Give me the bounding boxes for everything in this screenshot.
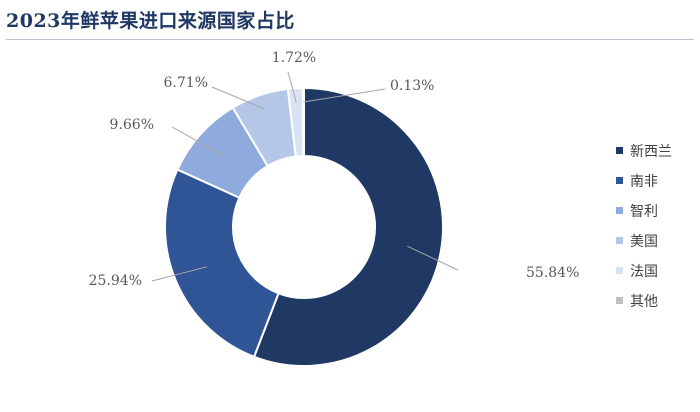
- leader-line-6: [303, 88, 386, 103]
- data-label-5: 1.72%: [272, 50, 316, 66]
- chart-title: 2023年鲜苹果进口来源国家占比: [6, 10, 295, 32]
- legend-label-5: 法国: [630, 264, 658, 280]
- legend-label-4: 美国: [630, 234, 658, 250]
- title-divider: [6, 39, 694, 40]
- data-label-2: 25.94%: [89, 273, 142, 289]
- data-label-4: 6.71%: [164, 75, 208, 91]
- data-label-1: 55.84%: [526, 265, 579, 281]
- legend-swatch-6: [616, 297, 623, 304]
- slice-6: [301, 86, 305, 158]
- data-label-3: 9.66%: [110, 117, 154, 133]
- legend-label-2: 南非: [630, 174, 658, 190]
- leader-line-2: [151, 266, 207, 282]
- legend-swatch-2: [616, 177, 623, 184]
- legend-swatch-4: [616, 237, 623, 244]
- legend-swatch-3: [616, 207, 623, 214]
- leader-line-5: [287, 71, 297, 103]
- slice-1: [252, 86, 444, 367]
- legend-swatch-5: [616, 267, 623, 274]
- legend-label-1: 新西兰: [630, 144, 672, 160]
- leader-line-3: [171, 126, 226, 158]
- slice-2: [164, 168, 280, 359]
- data-label-6: 0.13%: [390, 78, 434, 94]
- leader-line-1: [407, 245, 459, 271]
- legend-label-3: 智利: [630, 204, 658, 220]
- legend-label-6: 其他: [630, 294, 658, 310]
- legend-swatch-1: [616, 147, 623, 154]
- leader-line-4: [211, 86, 265, 110]
